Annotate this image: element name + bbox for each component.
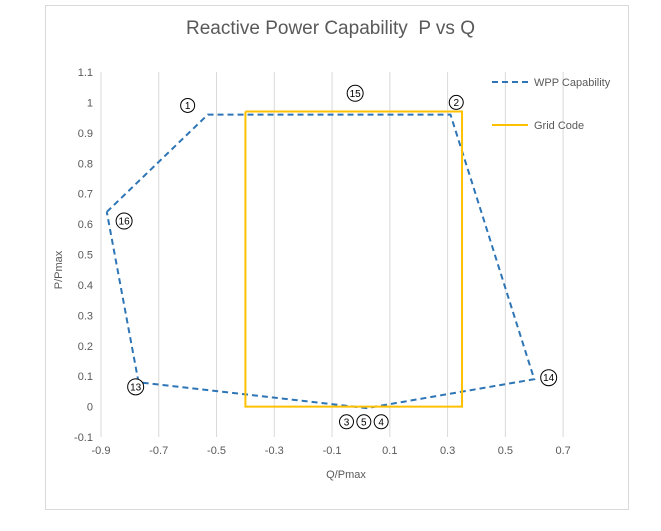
legend-label: WPP Capability bbox=[534, 77, 611, 89]
point-marker-14: 14 bbox=[540, 369, 558, 387]
marker-circle bbox=[180, 97, 196, 113]
y-tick-label: 0.6 bbox=[78, 219, 93, 231]
marker-label: 1 bbox=[185, 101, 191, 112]
y-tick-label: 0.2 bbox=[78, 341, 93, 353]
series-line-wpp-capability bbox=[105, 113, 536, 410]
point-marker-3: 3 bbox=[339, 414, 354, 430]
y-tick-label: 0.3 bbox=[78, 310, 93, 322]
y-axis-label: P/Pmax bbox=[53, 250, 65, 289]
x-tick-label: 0.1 bbox=[382, 445, 397, 457]
marker-label: 2 bbox=[453, 98, 459, 109]
marker-label: 14 bbox=[543, 373, 555, 384]
x-tick-label: 0.7 bbox=[555, 445, 570, 457]
chart-frame bbox=[45, 5, 629, 510]
marker-circle bbox=[127, 378, 145, 396]
y-tick-label: 0 bbox=[87, 402, 93, 414]
point-marker-16: 16 bbox=[115, 212, 133, 230]
marker-label: 5 bbox=[361, 417, 367, 428]
y-tick-label: 0.4 bbox=[78, 280, 93, 292]
marker-label: 3 bbox=[344, 417, 350, 428]
x-tick-label: 0.3 bbox=[440, 445, 455, 457]
marker-circle bbox=[339, 414, 354, 430]
y-tick-label: 0.5 bbox=[78, 250, 93, 262]
point-marker-4: 4 bbox=[373, 414, 389, 430]
y-tick-label: 0.8 bbox=[78, 158, 93, 170]
point-marker-5: 5 bbox=[356, 414, 372, 430]
y-tick-label: -0.1 bbox=[74, 432, 93, 444]
marker-label: 4 bbox=[378, 417, 384, 428]
x-tick-label: -0.5 bbox=[207, 445, 226, 457]
marker-label: 13 bbox=[130, 382, 142, 393]
marker-circle bbox=[540, 369, 558, 387]
x-tick-label: -0.9 bbox=[92, 445, 111, 457]
marker-circle bbox=[373, 414, 389, 430]
y-tick-label: 0.9 bbox=[78, 128, 93, 140]
marker-circle bbox=[346, 84, 364, 102]
y-tick-label: 1.1 bbox=[78, 67, 93, 79]
legend-label: Grid Code bbox=[534, 120, 584, 132]
point-marker-2: 2 bbox=[448, 94, 464, 110]
x-tick-label: -0.3 bbox=[265, 445, 284, 457]
x-tick-label: -0.1 bbox=[323, 445, 342, 457]
x-tick-label: 0.5 bbox=[498, 445, 513, 457]
y-tick-label: 1 bbox=[87, 97, 93, 109]
series-line-grid-code bbox=[244, 110, 464, 408]
point-marker-1: 1 bbox=[180, 97, 196, 113]
chart-title: Reactive Power Capability P vs Q bbox=[186, 18, 475, 39]
marker-circle bbox=[448, 94, 464, 110]
marker-circle bbox=[115, 212, 133, 230]
y-tick-label: 0.1 bbox=[78, 371, 93, 383]
marker-label: 15 bbox=[350, 89, 362, 100]
marker-label: 16 bbox=[119, 217, 131, 228]
point-marker-15: 15 bbox=[346, 84, 364, 102]
marker-circle bbox=[356, 414, 372, 430]
x-tick-label: -0.7 bbox=[149, 445, 168, 457]
legend: WPP Capability Grid Code bbox=[492, 77, 611, 132]
point-marker-13: 13 bbox=[127, 378, 145, 396]
x-axis-label: Q/Pmax bbox=[326, 469, 366, 481]
y-tick-label: 0.7 bbox=[78, 189, 93, 201]
